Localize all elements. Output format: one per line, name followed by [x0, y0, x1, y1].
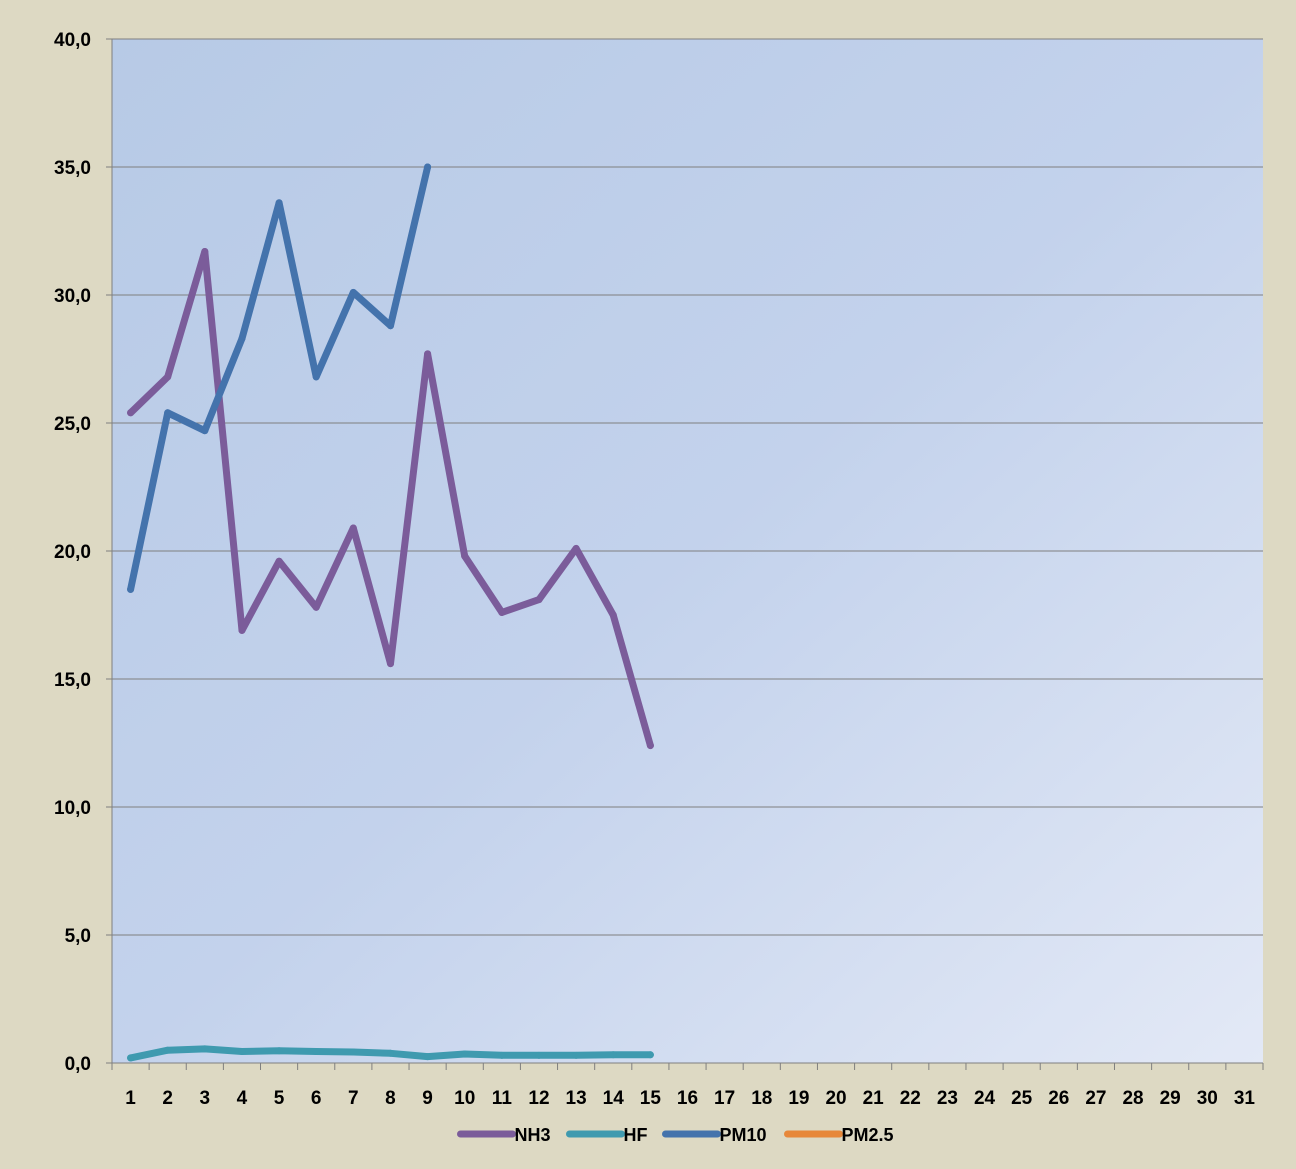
data-point-nh3 — [312, 603, 320, 611]
x-tick-label: 22 — [900, 1088, 921, 1109]
x-tick-label: 16 — [677, 1088, 698, 1109]
x-tick-label: 15 — [640, 1088, 662, 1109]
data-point-hf — [164, 1046, 172, 1054]
data-point-hf — [461, 1050, 469, 1058]
legend-label-pm25: PM2.5 — [842, 1125, 894, 1145]
data-point-hf — [349, 1048, 357, 1056]
y-tick-label: 15,0 — [54, 670, 91, 691]
data-point-pm10 — [201, 427, 209, 435]
data-point-pm10 — [164, 409, 172, 417]
data-point-hf — [201, 1045, 209, 1053]
data-point-pm10 — [275, 199, 283, 207]
x-tick-label: 25 — [1011, 1088, 1033, 1109]
x-tick-label: 5 — [274, 1088, 285, 1109]
x-tick-label: 26 — [1048, 1088, 1069, 1109]
x-tick-label: 10 — [454, 1088, 475, 1109]
data-point-nh3 — [164, 373, 172, 381]
data-point-hf — [609, 1051, 617, 1059]
x-tick-label: 20 — [825, 1088, 846, 1109]
data-point-hf — [535, 1051, 543, 1059]
data-point-pm10 — [127, 585, 135, 593]
y-tick-label: 5,0 — [65, 926, 91, 947]
data-point-nh3 — [609, 611, 617, 619]
data-point-nh3 — [238, 626, 246, 634]
x-tick-label: 13 — [566, 1088, 587, 1109]
x-tick-label: 11 — [492, 1088, 513, 1109]
x-tick-label: 18 — [751, 1088, 772, 1109]
data-point-nh3 — [424, 350, 432, 358]
data-point-nh3 — [349, 524, 357, 532]
x-tick-label: 9 — [422, 1088, 433, 1109]
data-point-hf — [386, 1049, 394, 1057]
gridlines — [112, 38, 1263, 936]
data-point-pm10 — [349, 288, 357, 296]
data-point-nh3 — [646, 742, 654, 750]
legend-label-hf: HF — [624, 1125, 648, 1145]
x-tick-label: 31 — [1234, 1088, 1256, 1109]
x-tick-label: 3 — [200, 1088, 211, 1109]
x-tick-label: 17 — [714, 1088, 735, 1109]
data-point-nh3 — [461, 552, 469, 560]
data-point-hf — [238, 1047, 246, 1055]
x-tick-label: 30 — [1197, 1088, 1218, 1109]
data-point-hf — [424, 1053, 432, 1061]
y-tick-label: 25,0 — [54, 414, 91, 435]
x-tick-labels: 1 2 3 4 5 6 7 8 9 10 11 12 13 14 15 16 17 18 19 20 21 22 23 24 2… — [125, 1088, 1255, 1109]
x-tick-label: 2 — [162, 1088, 173, 1109]
data-point-nh3 — [386, 660, 394, 668]
y-tick-label: 10,0 — [54, 798, 91, 819]
x-tick-label: 29 — [1160, 1088, 1181, 1109]
data-point-pm10 — [238, 335, 246, 343]
x-tick-label: 23 — [937, 1088, 958, 1109]
data-point-hf — [275, 1047, 283, 1055]
data-point-nh3 — [535, 596, 543, 604]
y-tick-label: 35,0 — [54, 158, 91, 179]
data-point-hf — [312, 1047, 320, 1055]
x-tick-label: 4 — [237, 1088, 248, 1109]
data-point-pm10 — [386, 322, 394, 330]
y-tick-label: 30,0 — [54, 286, 91, 307]
data-point-nh3 — [498, 608, 506, 616]
x-tick-label: 27 — [1085, 1088, 1106, 1109]
series-group — [127, 163, 654, 1062]
x-tick-label: 14 — [603, 1088, 625, 1109]
data-point-hf — [646, 1051, 654, 1059]
y-tick-label: 0,0 — [65, 1054, 91, 1075]
axes — [106, 38, 1264, 1070]
legend-label-nh3: NH3 — [515, 1125, 551, 1145]
x-tick-label: 1 — [125, 1088, 136, 1109]
legend-label-pm10: PM10 — [720, 1125, 767, 1145]
x-tick-label: 8 — [385, 1088, 396, 1109]
x-tick-label: 21 — [863, 1088, 885, 1109]
data-point-nh3 — [275, 557, 283, 565]
data-point-nh3 — [127, 409, 135, 417]
data-point-nh3 — [572, 544, 580, 552]
data-point-hf — [498, 1051, 506, 1059]
data-point-hf — [127, 1054, 135, 1062]
x-tick-label: 6 — [311, 1088, 322, 1109]
x-tick-label: 28 — [1122, 1088, 1143, 1109]
data-point-pm10 — [424, 163, 432, 171]
y-tick-labels: 0,0 5,0 10,0 15,0 20,0 25,0 30,0 35,0 40,0 — [54, 30, 91, 1075]
x-tick-label: 7 — [348, 1088, 359, 1109]
data-point-hf — [572, 1051, 580, 1059]
y-tick-label: 40,0 — [54, 30, 91, 51]
data-point-nh3 — [201, 247, 209, 255]
data-point-pm10 — [312, 373, 320, 381]
y-tick-label: 20,0 — [54, 542, 91, 563]
x-tick-label: 12 — [528, 1088, 549, 1109]
legend: NH3 HF PM10 PM2.5 — [457, 1125, 894, 1145]
x-tick-label: 24 — [974, 1088, 996, 1109]
x-tick-label: 19 — [788, 1088, 809, 1109]
